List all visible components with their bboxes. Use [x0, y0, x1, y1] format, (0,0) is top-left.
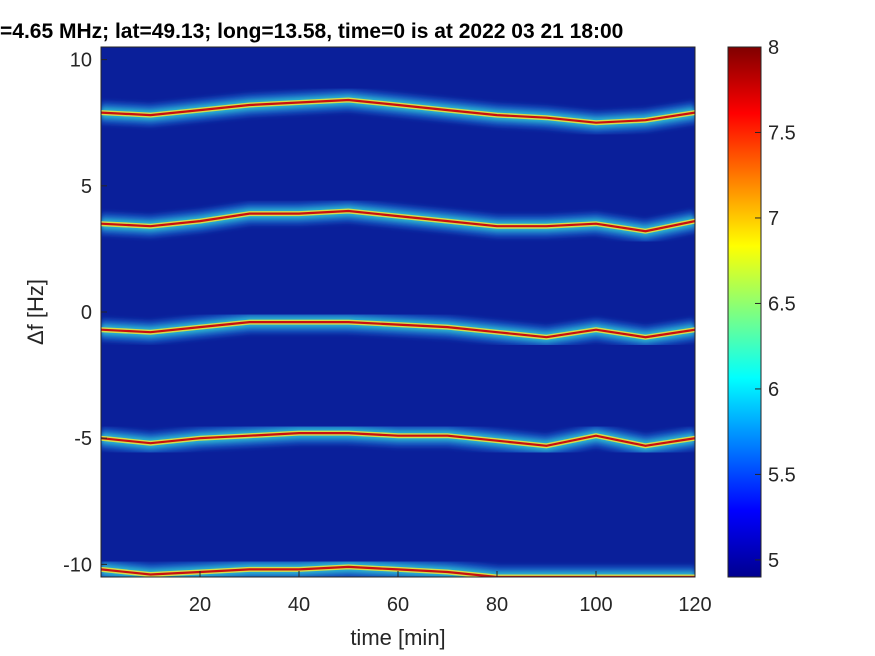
y-axis-label: Δf [Hz] — [23, 279, 48, 345]
y-tick-label: -5 — [74, 428, 92, 450]
colorbar-tick-label: 5 — [768, 550, 779, 572]
chart-title: =4.65 MHz; lat=49.13; long=13.58, time=0… — [0, 20, 623, 43]
x-tick-label: 40 — [288, 594, 310, 616]
band-core-4 — [101, 432, 695, 447]
colorbar-tick-label: 6.5 — [768, 293, 796, 315]
y-tick-label: -10 — [63, 554, 92, 576]
y-tick-label: 10 — [70, 50, 92, 72]
band-core-3 — [101, 321, 695, 339]
plot-background — [101, 47, 695, 577]
y-tick-label: 5 — [81, 176, 92, 198]
colorbar-tick-label: 7.5 — [768, 122, 796, 144]
band-core-1 — [101, 98, 695, 124]
x-axis-ticks: 20 40 60 80 100 120 — [189, 571, 712, 616]
band-core-2 — [101, 209, 695, 233]
x-axis-label: time [min] — [350, 625, 445, 650]
x-tick-label: 80 — [486, 594, 508, 616]
frequency-bands — [101, 88, 695, 577]
x-tick-label: 100 — [579, 594, 612, 616]
y-axis-ticks: 10 5 0 -5 -10 — [63, 50, 107, 576]
x-tick-label: 60 — [387, 594, 409, 616]
colorbar-tick-label: 7 — [768, 208, 779, 230]
colorbar-tick-label: 6 — [768, 379, 779, 401]
x-tick-label: 20 — [189, 594, 211, 616]
colorbar — [727, 46, 762, 578]
x-tick-label: 120 — [678, 594, 711, 616]
colorbar-ticks: 8 7.5 7 6.5 6 5.5 5 — [755, 37, 796, 572]
colorbar-tick-label: 8 — [768, 37, 779, 59]
y-tick-label: 0 — [81, 302, 92, 324]
colorbar-tick-label: 5.5 — [768, 464, 796, 486]
